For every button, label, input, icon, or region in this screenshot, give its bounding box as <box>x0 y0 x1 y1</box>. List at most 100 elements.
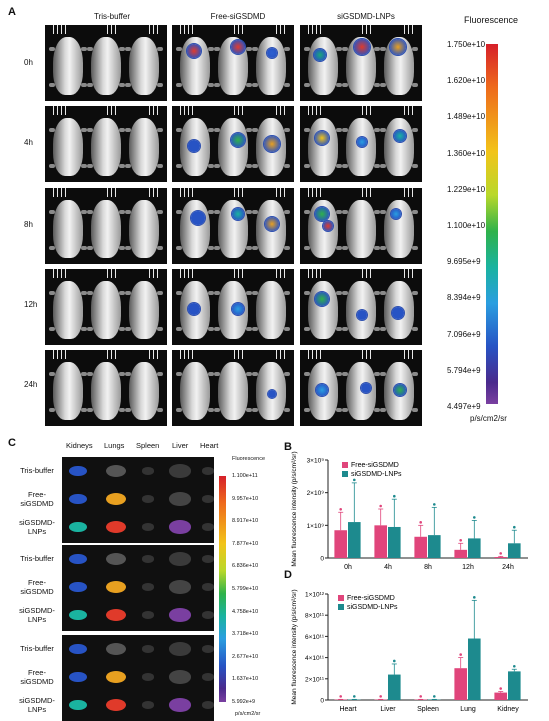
panel-a-tick <box>308 25 309 34</box>
panel-a-paw <box>342 408 348 412</box>
panel-a-paw <box>304 210 310 214</box>
panel-a-paw <box>157 83 163 87</box>
panel-a-colorbar-tick: 4.497e+9 <box>447 402 481 411</box>
panel-a-paw <box>87 372 93 376</box>
legend-swatch <box>342 462 348 468</box>
data-point <box>499 552 502 555</box>
panel-c-organ <box>169 520 191 533</box>
panel-c-organ <box>202 583 214 590</box>
panel-c-organ <box>142 583 154 590</box>
panel-a-paw <box>125 291 131 295</box>
data-point <box>353 695 356 698</box>
panel-a-mouse <box>53 118 83 176</box>
panel-a-paw <box>252 164 258 168</box>
data-point <box>393 660 396 663</box>
panel-a-tick <box>370 25 371 34</box>
panel-a-paw <box>252 210 258 214</box>
panel-c-organ <box>202 645 214 652</box>
panel-a-mouse <box>218 362 248 420</box>
x-tick-label: Spleen <box>417 706 439 713</box>
panel-a-paw <box>214 164 220 168</box>
panel-a-tick <box>53 106 54 115</box>
panel-c-organ <box>142 523 154 530</box>
panel-a-tick <box>320 269 321 278</box>
panel-a-tick <box>53 350 54 359</box>
panel-a-signal-spot <box>315 131 329 145</box>
bar <box>388 675 401 700</box>
panel-a-tick <box>316 25 317 34</box>
panel-a-tick <box>320 25 321 34</box>
panel-a-mouse <box>218 118 248 176</box>
panel-a-tick <box>242 350 243 359</box>
panel-a-paw <box>342 372 348 376</box>
panel-a-tick <box>284 188 285 197</box>
panel-a-image <box>172 25 294 101</box>
panel-c-colorbar-tick: 1.637e+10 <box>232 676 258 682</box>
data-point <box>473 596 476 599</box>
panel-a-paw <box>304 246 310 250</box>
panel-a-tick <box>157 25 158 34</box>
panel-a-tick <box>65 188 66 197</box>
panel-a-tick <box>57 269 58 278</box>
panel-a-tick <box>370 269 371 278</box>
panel-a-tick <box>57 350 58 359</box>
panel-a-paw <box>342 164 348 168</box>
panel-a-mouse <box>346 200 376 258</box>
data-point <box>459 653 462 656</box>
panel-a-paw <box>342 83 348 87</box>
panel-c-col-lungs: Lungs <box>104 441 124 450</box>
panel-a-tick <box>412 350 413 359</box>
panel-a-image <box>172 106 294 182</box>
panel-a-tick <box>280 25 281 34</box>
panel-a-tick <box>238 269 239 278</box>
panel-a-paw <box>214 372 220 376</box>
panel-a-paw <box>49 408 55 412</box>
panel-a-mouse <box>256 37 286 95</box>
panel-a-tick <box>234 269 235 278</box>
panel-a-tick <box>404 350 405 359</box>
panel-a-row-4h: 4h <box>24 138 33 147</box>
panel-a-paw <box>176 372 182 376</box>
panel-a-tick <box>180 25 181 34</box>
legend-label: siGSDMD-LNPs <box>347 604 398 611</box>
panel-a-mouse <box>53 281 83 339</box>
panel-a-tick <box>184 350 185 359</box>
panel-a-paw <box>284 408 290 412</box>
panel-a-paw <box>412 47 418 51</box>
panel-c-label: C <box>8 437 16 449</box>
panel-a-tick <box>115 106 116 115</box>
panel-a-colorbar-tick: 1.620e+10 <box>447 76 485 85</box>
panel-a-paw <box>412 164 418 168</box>
panel-a-paw <box>342 291 348 295</box>
panel-a-tick <box>157 350 158 359</box>
panel-a-mouse <box>91 281 121 339</box>
panel-a-tick <box>153 25 154 34</box>
panel-a-tick <box>149 106 150 115</box>
panel-a-paw <box>214 291 220 295</box>
panel-a-tick <box>366 350 367 359</box>
panel-a-image <box>300 25 422 101</box>
bar <box>348 522 361 558</box>
panel-c-organ <box>106 465 126 477</box>
panel-a-tick <box>107 269 108 278</box>
legend-swatch <box>342 471 348 477</box>
data-point <box>379 505 382 508</box>
panel-a-signal-spot <box>187 44 201 58</box>
panel-a-paw <box>87 164 93 168</box>
panel-a-signal-spot <box>232 208 244 220</box>
panel-a-tick <box>320 106 321 115</box>
panel-a-paw <box>176 408 182 412</box>
panel-a-paw <box>125 47 131 51</box>
panel-a-image <box>300 188 422 264</box>
panel-c-row-label: siGSDMD- LNPs <box>14 518 60 536</box>
panel-a-tick <box>180 350 181 359</box>
panel-a-signal-spot <box>323 221 333 231</box>
panel-a-tick <box>320 350 321 359</box>
panel-a-paw <box>412 372 418 376</box>
panel-a-colorbar-tick: 1.100e+10 <box>447 221 485 230</box>
bar <box>494 557 507 558</box>
legend-label: Free-siGSDMD <box>347 595 395 602</box>
panel-a-paw <box>380 291 386 295</box>
panel-a-tick <box>192 106 193 115</box>
bar <box>414 537 427 558</box>
